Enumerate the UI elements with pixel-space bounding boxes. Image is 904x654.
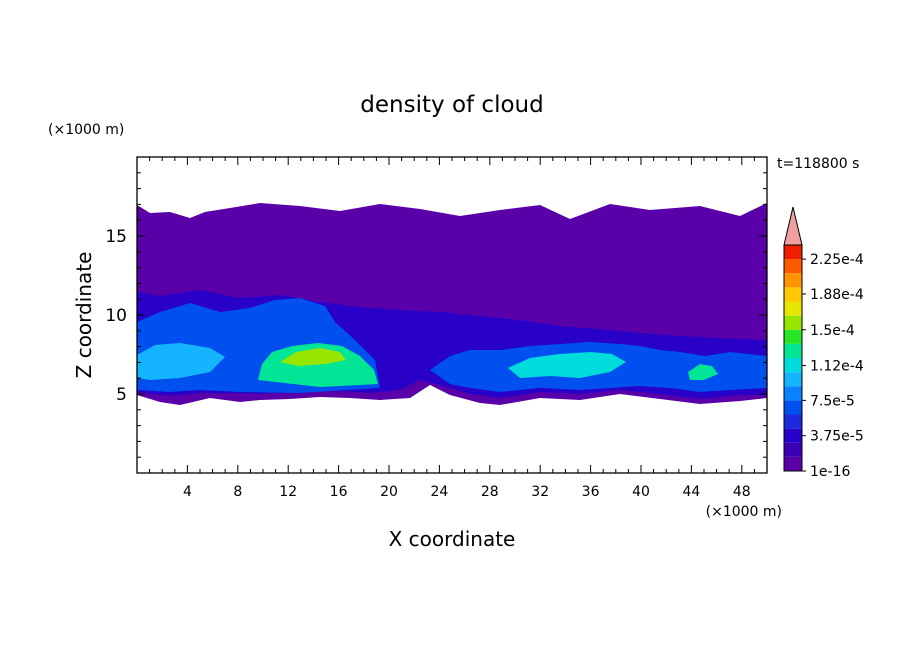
cloud-region-core-right-bright xyxy=(508,352,626,378)
x-tick-label: 12 xyxy=(279,484,297,500)
colorbar-band xyxy=(784,259,802,274)
colorbar-label: 3.75e-5 xyxy=(810,429,864,445)
x-tick-label: 24 xyxy=(430,484,448,500)
colorbar-label: 2.25e-4 xyxy=(810,252,864,268)
colorbar xyxy=(783,206,803,472)
colorbar-label: 1.5e-4 xyxy=(810,323,855,339)
colorbar-label: 1e-16 xyxy=(810,464,850,480)
colorbar-band xyxy=(784,400,802,415)
x-tick-label: 36 xyxy=(582,484,600,500)
colorbar-band xyxy=(784,372,802,387)
colorbar-band xyxy=(784,287,802,302)
y-tick-label: 15 xyxy=(105,227,127,247)
x-tick-label: 20 xyxy=(380,484,398,500)
time-label: t=118800 s xyxy=(777,156,859,172)
x-tick-label: 48 xyxy=(733,484,751,500)
colorbar-band xyxy=(784,245,802,260)
x-tick-label: 8 xyxy=(233,484,242,500)
plot-area xyxy=(137,203,767,405)
y-tick-label: 10 xyxy=(105,306,127,326)
cloud-region-maxcore-inner xyxy=(280,348,346,366)
x-tick-label: 4 xyxy=(183,484,192,500)
x-axis-label: X coordinate xyxy=(389,527,516,551)
colorbar-band xyxy=(784,301,802,316)
x-axis: 4 8 12 16 20 24 28 32 36 40 44 48 xyxy=(149,157,755,500)
y-unit-label: (×1000 m) xyxy=(48,122,124,138)
cloud-region-maxcore-outer xyxy=(258,343,378,387)
x-tick-label: 16 xyxy=(330,484,348,500)
x-tick-label: 44 xyxy=(682,484,700,500)
colorbar-band xyxy=(784,329,802,344)
colorbar-label: 1.88e-4 xyxy=(810,287,864,303)
y-axis: 5 10 15 xyxy=(105,172,767,458)
colorbar-band xyxy=(784,428,802,443)
colorbar-band xyxy=(784,414,802,429)
chart-title: density of cloud xyxy=(360,92,543,118)
cloud-region-core-left-patch xyxy=(137,343,225,380)
x-tick-label: 40 xyxy=(632,484,650,500)
colorbar-band xyxy=(784,442,802,457)
colorbar-band xyxy=(784,273,802,288)
x-tick-label: 28 xyxy=(481,484,499,500)
x-unit-label: (×1000 m) xyxy=(706,504,782,520)
cloud-region-core-small xyxy=(688,364,718,380)
colorbar-band xyxy=(784,386,802,401)
colorbar-band xyxy=(784,456,802,471)
colorbar-label: 7.5e-5 xyxy=(810,393,855,409)
colorbar-band xyxy=(784,315,802,330)
x-tick-label: 32 xyxy=(531,484,549,500)
colorbar-band xyxy=(784,358,802,373)
y-axis-label: Z coordinate xyxy=(72,252,96,379)
colorbar-band xyxy=(784,343,802,358)
colorbar-extend-max xyxy=(783,206,803,246)
colorbar-labels: 1e-16 3.75e-5 7.5e-5 1.12e-4 1.5e-4 1.88e-4 2.… xyxy=(802,252,864,480)
y-tick-label: 5 xyxy=(116,385,127,405)
colorbar-label: 1.12e-4 xyxy=(810,359,864,375)
